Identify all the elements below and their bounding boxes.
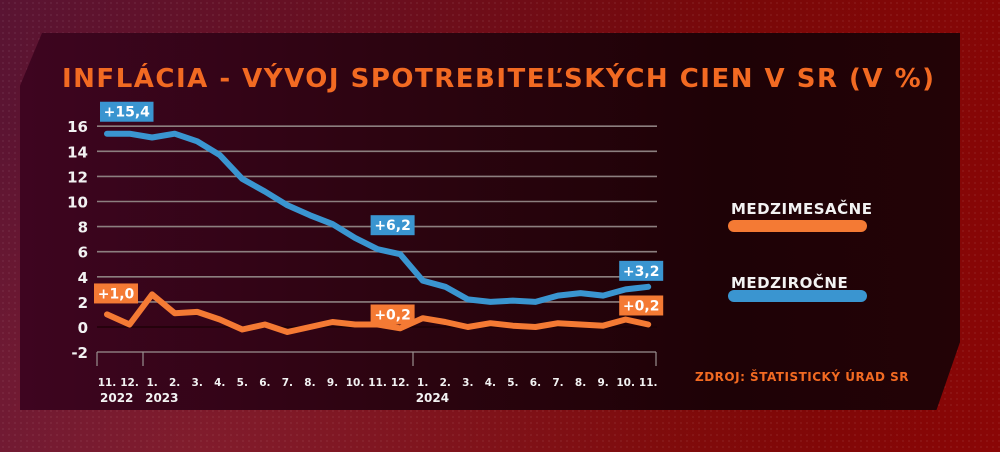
data-label: +6,2: [370, 215, 415, 236]
x-tick-label: 7.: [552, 377, 563, 389]
x-year-label: 2022: [100, 391, 133, 405]
svg-text:+3,2: +3,2: [623, 264, 660, 280]
y-tick-label: 8: [78, 219, 88, 237]
x-tick-label: 4.: [214, 377, 225, 389]
series-line-mom: [104, 291, 652, 335]
y-tick-label: -2: [71, 344, 88, 362]
x-year-label: 2024: [416, 391, 449, 405]
x-tick-label: 9.: [597, 377, 608, 389]
x-tick-label: 10.: [616, 377, 635, 389]
x-tick-label: 11.: [98, 377, 117, 389]
x-tick-label: 9.: [327, 377, 338, 389]
series-line-yoy: [104, 130, 652, 305]
x-tick-label: 8.: [575, 377, 586, 389]
chart-title: INFLÁCIA - VÝVOJ SPOTREBITEĽSKÝCH CIEN V…: [62, 64, 936, 94]
data-label: +0,2: [370, 304, 415, 325]
legend-swatch-yoy: [728, 290, 867, 302]
x-tick-label: 12.: [120, 377, 139, 389]
x-year-label: 2023: [145, 391, 178, 405]
x-tick-label: 6.: [259, 377, 270, 389]
y-tick-label: 4: [78, 269, 88, 287]
y-tick-label: 10: [67, 194, 88, 212]
x-tick-label: 2.: [440, 377, 451, 389]
legend-label-yoy: MEDZIROČNE: [731, 274, 849, 292]
y-tick-label: 16: [67, 118, 88, 136]
y-tick-label: 6: [78, 244, 88, 262]
legend-label-mom: MEDZIMESAČNE: [731, 200, 873, 218]
data-label: +3,2: [619, 260, 664, 281]
svg-text:+6,2: +6,2: [374, 218, 411, 234]
data-labels: +15,4 +6,2 +3,2 +1,0 +0,2 +0,2: [94, 101, 664, 325]
svg-text:+0,2: +0,2: [623, 298, 660, 314]
y-tick-label: 14: [67, 143, 88, 161]
source-note: ZDROJ: ŠTATISTICKÝ ÚRAD SR: [695, 370, 910, 384]
data-label: +1,0: [94, 283, 138, 304]
data-label: +15,4: [100, 101, 154, 122]
x-tick-label: 3.: [462, 377, 473, 389]
y-tick-label: 12: [67, 168, 88, 186]
x-tick-label: 1.: [146, 377, 157, 389]
data-label: +0,2: [619, 295, 664, 316]
x-tick-label: 11.: [639, 377, 658, 389]
x-tick-label: 5.: [507, 377, 518, 389]
x-axis: 11. 12. 1. 2. 3. 4. 5. 6. 7. 8. 9. 10. 11. 12. 1. 2. 3. 4…: [96, 351, 658, 405]
x-tick-label: 12.: [391, 377, 410, 389]
x-tick-label: 3.: [192, 377, 203, 389]
svg-text:+0,2: +0,2: [374, 307, 411, 323]
x-tick-label: 7.: [282, 377, 293, 389]
x-tick-label: 11.: [368, 377, 387, 389]
x-tick-label: 4.: [485, 377, 496, 389]
x-tick-label: 10.: [346, 377, 365, 389]
y-tick-label: 0: [78, 319, 88, 337]
x-tick-label: 2.: [169, 377, 180, 389]
y-axis-ticks: 16 14 12 10 8 6 4 2 0 -2: [67, 118, 88, 362]
svg-text:+15,4: +15,4: [104, 105, 151, 121]
y-tick-label: 2: [78, 294, 88, 312]
x-tick-label: 1.: [417, 377, 428, 389]
x-tick-label: 8.: [304, 377, 315, 389]
svg-text:+1,0: +1,0: [98, 286, 135, 302]
legend-swatch-mom: [728, 220, 867, 232]
x-tick-label: 6.: [530, 377, 541, 389]
x-tick-label: 5.: [237, 377, 248, 389]
series-lines: [104, 130, 652, 335]
